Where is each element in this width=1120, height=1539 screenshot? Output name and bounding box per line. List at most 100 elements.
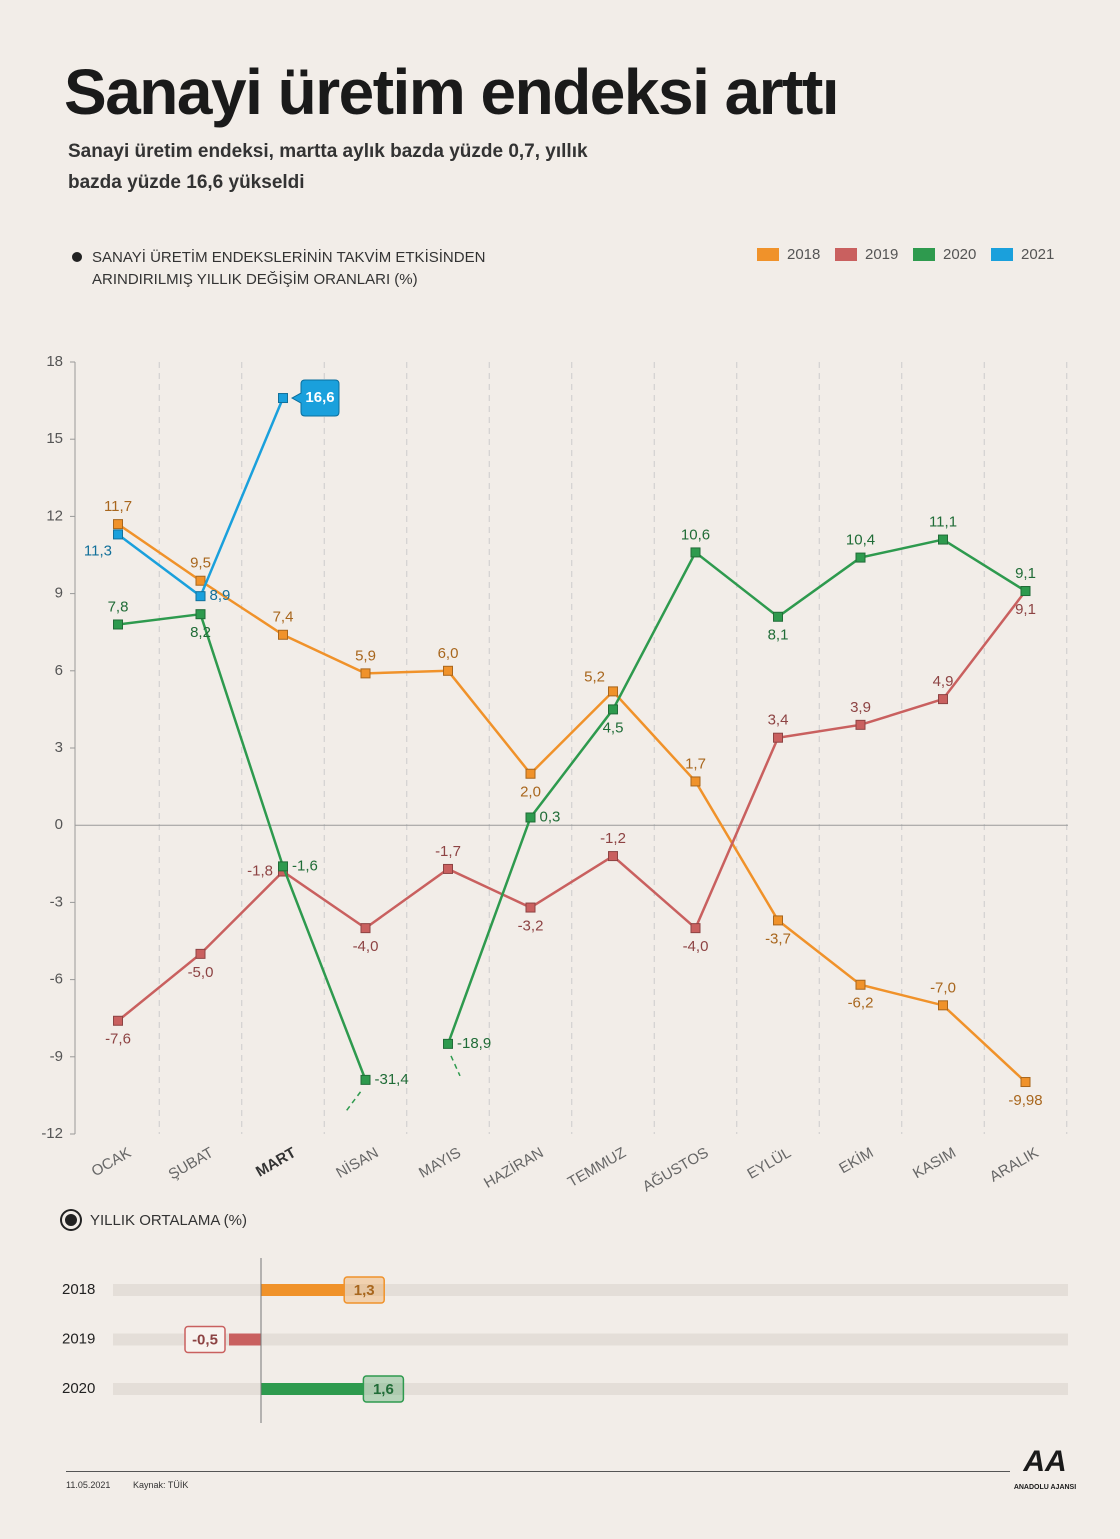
source: Kaynak: TÜİK <box>133 1480 189 1490</box>
footer-rule <box>66 1471 1010 1472</box>
marker <box>278 629 288 640</box>
bar-title: YILLIK ORTALAMA (%) <box>90 1212 247 1229</box>
x-tick-label: OCAK <box>89 1144 134 1180</box>
bullet <box>62 1211 80 1229</box>
category-label: 2019 <box>62 1330 95 1347</box>
data-label: -31,4 <box>375 1071 409 1088</box>
data-label: 8,1 <box>768 627 789 644</box>
data-label: -4,0 <box>683 938 709 955</box>
data-label: 10,4 <box>846 532 875 549</box>
data-label: -1,7 <box>435 843 461 860</box>
legend-swatch <box>757 248 779 261</box>
legend-label: 2021 <box>1021 246 1054 263</box>
data-label: -3,2 <box>518 918 544 935</box>
marker <box>360 668 371 679</box>
marker <box>113 619 123 630</box>
legend-swatch <box>913 248 935 261</box>
marker <box>113 519 123 530</box>
data-label: 11,3 <box>84 542 112 559</box>
marker <box>938 534 948 545</box>
y-tick-label: 9 <box>55 585 63 602</box>
axis-break <box>450 1055 461 1077</box>
data-label: -4,0 <box>353 938 379 955</box>
data-label: 8,2 <box>190 624 211 641</box>
marker <box>938 1000 948 1011</box>
data-label: -5,0 <box>188 964 214 981</box>
marker <box>525 812 536 823</box>
marker <box>690 776 701 787</box>
series-line <box>117 612 367 1081</box>
data-label: 7,4 <box>273 609 294 626</box>
bar-track <box>113 1333 1068 1346</box>
label-box <box>343 1276 385 1304</box>
series-line <box>446 538 1027 1045</box>
data-label: 4,5 <box>603 719 624 736</box>
series-line <box>117 590 1027 1022</box>
label-box <box>184 1325 226 1354</box>
data-label: -7,6 <box>105 1031 131 1048</box>
y-tick-label: 0 <box>55 816 63 833</box>
marker <box>525 768 536 779</box>
marker <box>690 923 701 934</box>
marker <box>278 393 288 404</box>
marker <box>773 611 783 622</box>
bar-track <box>113 1383 1068 1395</box>
legend-swatch <box>835 248 857 261</box>
data-label: 1,3 <box>354 1282 375 1299</box>
data-label: 5,9 <box>355 647 376 664</box>
date: 11.05.2021 <box>66 1480 111 1490</box>
marker <box>608 686 618 697</box>
x-tick-label: ŞUBAT <box>166 1144 217 1183</box>
marker <box>773 915 783 926</box>
y-tick-label: -12 <box>41 1125 63 1142</box>
bar <box>261 1383 364 1395</box>
marker <box>443 665 453 676</box>
data-label: 11,1 <box>929 514 957 531</box>
marker <box>773 732 783 743</box>
marker <box>195 948 206 959</box>
y-tick-label: -3 <box>50 893 63 910</box>
marker <box>855 979 866 990</box>
data-label: 1,6 <box>373 1381 394 1398</box>
subtitle: Sanayi üretim endeksi, martta aylık bazd… <box>68 141 588 193</box>
marker <box>360 1074 371 1085</box>
marker <box>195 591 206 602</box>
data-label: 11,7 <box>104 498 132 515</box>
data-label: 4,9 <box>933 673 954 690</box>
marker <box>360 923 371 934</box>
y-tick-label: 12 <box>46 507 63 524</box>
data-label: -9,98 <box>1008 1092 1042 1109</box>
y-tick-label: 3 <box>55 739 63 756</box>
label-box <box>362 1375 405 1403</box>
marker <box>1020 1077 1031 1088</box>
title: Sanayi üretim endeksi arttı <box>64 56 840 128</box>
marker <box>113 529 123 540</box>
axis-break <box>344 1091 362 1113</box>
marker <box>855 552 866 563</box>
data-label: 3,4 <box>768 712 789 729</box>
data-label: 8,9 <box>210 587 231 604</box>
marker <box>195 575 206 586</box>
legend-label: 2019 <box>865 246 898 263</box>
data-label: 9,1 <box>1015 601 1036 618</box>
marker <box>608 704 618 715</box>
x-tick-label: KASIM <box>910 1144 959 1182</box>
marker <box>525 902 536 913</box>
category-label: 2018 <box>62 1281 95 1298</box>
x-tick-label: ARALIK <box>987 1144 1042 1185</box>
logo-caption: ANADOLU AJANSI <box>1013 1484 1077 1491</box>
x-tick-label: AĞUSTOS <box>640 1144 712 1195</box>
y-tick-label: -9 <box>50 1048 63 1065</box>
data-label: -1,2 <box>600 830 626 847</box>
data-label: -3,7 <box>765 930 791 947</box>
bar <box>261 1284 345 1296</box>
bullet <box>72 252 82 262</box>
y-tick-label: -6 <box>50 971 63 988</box>
data-label: 2,0 <box>520 784 541 801</box>
x-tick-label: TEMMUZ <box>565 1144 629 1191</box>
data-label: 0,3 <box>540 808 561 825</box>
y-tick-label: 18 <box>46 353 63 370</box>
data-label: 5,2 <box>584 668 605 685</box>
